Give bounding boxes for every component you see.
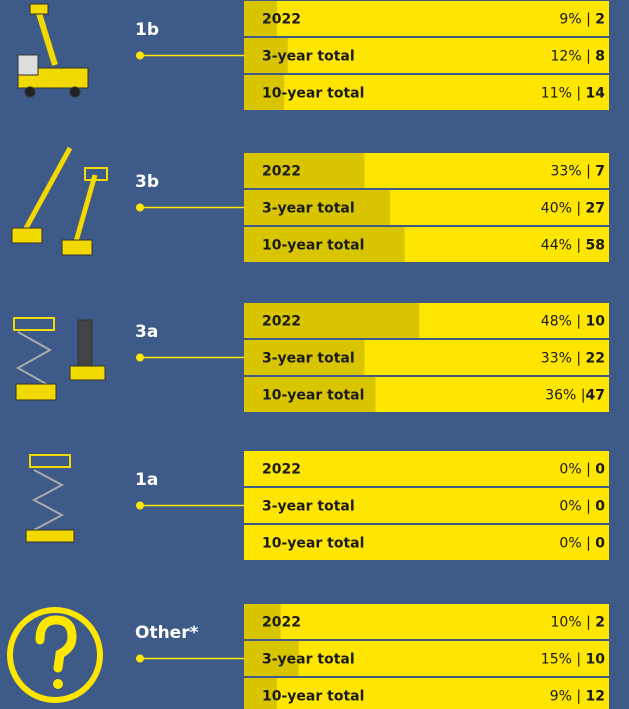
- row-value: 11% | 14: [541, 86, 605, 102]
- group-label: 1b: [135, 20, 159, 40]
- row-label: 3-year total: [262, 499, 355, 515]
- lift-base: [62, 240, 92, 255]
- row-value: 10% | 2: [551, 615, 605, 631]
- infographic: 1b20229% | 23-year total12% | 810-year t…: [0, 0, 629, 709]
- count: 0: [595, 499, 605, 515]
- value-label: 11% |: [541, 86, 586, 102]
- row-label: 3-year total: [262, 49, 355, 65]
- lift-base: [26, 530, 74, 542]
- row-value: 9% | 2: [559, 12, 605, 28]
- row-value: 33% | 22: [541, 351, 605, 367]
- group-label: 3b: [135, 172, 159, 192]
- truck-cab: [18, 55, 38, 75]
- row-value: 40% | 27: [541, 201, 605, 217]
- count: 10: [586, 652, 606, 668]
- value-label: 10% |: [551, 615, 596, 631]
- mast: [78, 320, 92, 370]
- group-label: 1a: [135, 470, 158, 490]
- group-label: Other*: [135, 623, 199, 643]
- count: 2: [595, 12, 605, 28]
- value-label: 36% |: [545, 388, 585, 404]
- value-label: 0% |: [559, 462, 595, 478]
- connector-dot: [136, 204, 144, 212]
- value-label: 33% |: [551, 164, 596, 180]
- row-value: 0% | 0: [559, 536, 605, 552]
- row-value: 48% | 10: [541, 314, 605, 330]
- row-value: 9% | 12: [550, 689, 605, 705]
- row-label: 2022: [262, 12, 301, 28]
- row-label: 2022: [262, 615, 301, 631]
- count: 47: [586, 388, 605, 404]
- row-value: 36% |47: [545, 388, 605, 404]
- connector-dot: [136, 52, 144, 60]
- row-value: 44% | 58: [541, 238, 605, 254]
- count: 2: [595, 615, 605, 631]
- wheel: [25, 87, 35, 97]
- count: 0: [595, 536, 605, 552]
- lift-base: [16, 384, 56, 400]
- value-label: 9% |: [550, 689, 586, 705]
- row-value: 12% | 8: [551, 49, 605, 65]
- row-label: 10-year total: [262, 238, 364, 254]
- row-label: 2022: [262, 462, 301, 478]
- value-label: 0% |: [559, 499, 595, 515]
- count: 58: [586, 238, 605, 254]
- count: 14: [586, 86, 606, 102]
- count: 27: [586, 201, 605, 217]
- row-label: 10-year total: [262, 388, 364, 404]
- count: 22: [586, 351, 605, 367]
- connector-dot: [136, 502, 144, 510]
- row-label: 3-year total: [262, 351, 355, 367]
- count: 10: [586, 314, 606, 330]
- connector-dot: [136, 655, 144, 663]
- wheel: [70, 87, 80, 97]
- value-label: 44% |: [541, 238, 586, 254]
- row-label: 3-year total: [262, 652, 355, 668]
- count: 8: [595, 49, 605, 65]
- row-label: 10-year total: [262, 689, 364, 705]
- row-value: 0% | 0: [559, 462, 605, 478]
- value-label: 15% |: [541, 652, 586, 668]
- value-label: 48% |: [541, 314, 586, 330]
- count: 12: [586, 689, 605, 705]
- lift-base: [12, 228, 42, 243]
- value-label: 40% |: [541, 201, 586, 217]
- count: 7: [595, 164, 605, 180]
- row-label: 3-year total: [262, 201, 355, 217]
- basket: [30, 4, 48, 14]
- row-label: 2022: [262, 314, 301, 330]
- value-label: 33% |: [541, 351, 586, 367]
- row-label: 10-year total: [262, 86, 364, 102]
- row-label: 10-year total: [262, 536, 364, 552]
- value-label: 0% |: [559, 536, 595, 552]
- lift-base: [70, 366, 105, 380]
- value-label: 12% |: [551, 49, 596, 65]
- connector-dot: [136, 354, 144, 362]
- row-value: 15% | 10: [541, 652, 605, 668]
- group-label: 3a: [135, 322, 158, 342]
- row-value: 0% | 0: [559, 499, 605, 515]
- value-label: 9% |: [559, 12, 595, 28]
- row-value: 33% | 7: [551, 164, 605, 180]
- row-label: 2022: [262, 164, 301, 180]
- question-dot: [53, 679, 63, 689]
- count: 0: [595, 462, 605, 478]
